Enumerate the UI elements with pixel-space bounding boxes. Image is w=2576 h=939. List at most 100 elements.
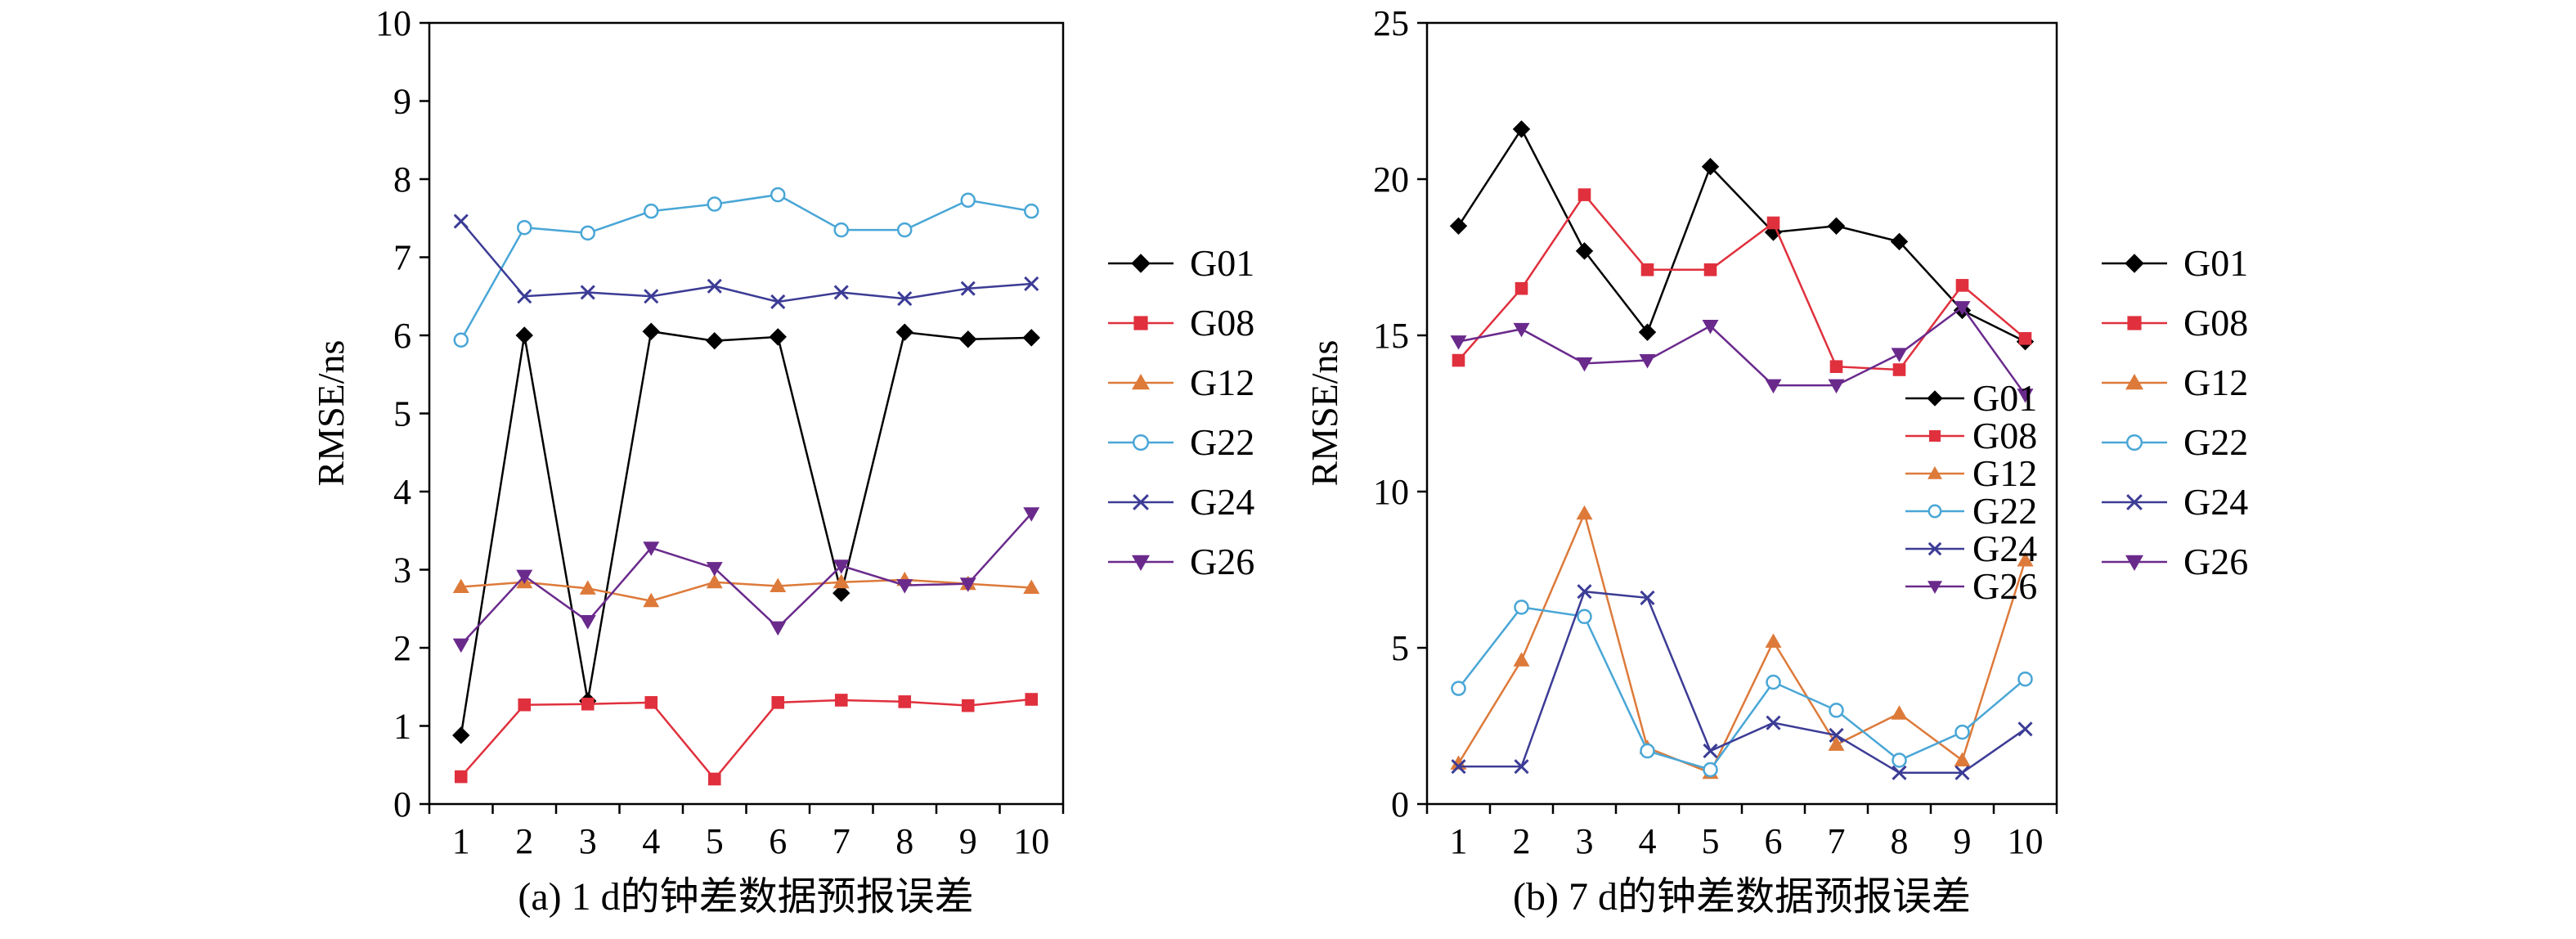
data-point <box>770 577 787 593</box>
data-point <box>1515 281 1528 295</box>
y-tick-label: 4 <box>393 472 411 512</box>
series-line <box>1457 510 2026 775</box>
data-point <box>706 562 723 577</box>
x-tick-label: 2 <box>1513 821 1531 861</box>
data-point <box>644 203 659 219</box>
data-point <box>1514 759 1529 775</box>
x-tick-label: 10 <box>1013 821 1049 861</box>
legend-marker <box>2126 494 2143 510</box>
series-G22 <box>453 186 1039 348</box>
data-point <box>1451 759 1466 775</box>
data-point <box>1639 354 1656 369</box>
data-point <box>1829 360 1843 373</box>
y-tick-label: 5 <box>1391 628 1409 668</box>
data-point <box>834 694 848 707</box>
data-point <box>1703 263 1717 276</box>
legend-label: G26 <box>2183 541 2248 582</box>
series-line <box>1457 193 2026 371</box>
series-line <box>460 330 1032 736</box>
data-point <box>1451 681 1466 696</box>
data-point <box>1954 724 1970 740</box>
data-point <box>1577 188 1591 201</box>
data-point <box>896 579 913 594</box>
series-G01 <box>452 322 1040 744</box>
series-G24 <box>453 213 1039 309</box>
series-G22 <box>1451 600 2033 778</box>
data-point <box>770 186 786 203</box>
data-point <box>960 281 976 296</box>
data-point <box>769 328 787 346</box>
data-point <box>518 698 532 712</box>
data-point <box>960 192 976 209</box>
legend-marker <box>1927 390 1943 407</box>
data-point <box>1703 743 1718 759</box>
data-point <box>1892 753 1907 768</box>
legend-marker <box>1132 555 1150 571</box>
x-tick-label: 8 <box>1891 821 1909 861</box>
data-point <box>832 584 850 602</box>
data-point <box>1828 379 1845 394</box>
legend-marker <box>2125 434 2143 452</box>
series-G24 <box>1451 584 2033 780</box>
data-point <box>1955 279 1969 292</box>
legend-marker <box>2125 374 2143 390</box>
data-point <box>895 323 913 341</box>
data-point <box>1827 217 1846 236</box>
series-line <box>460 578 1032 602</box>
legend-label: G26 <box>1972 565 2037 607</box>
data-point <box>961 699 975 712</box>
data-point <box>642 322 660 340</box>
y-axis-label: RMSE/ns <box>310 340 352 487</box>
legend-label: G12 <box>1972 452 2037 494</box>
legend-label: G22 <box>2183 421 2248 463</box>
x-tick-label: 1 <box>452 821 470 861</box>
data-point <box>452 578 469 594</box>
legend-marker <box>1928 541 1942 556</box>
legend-marker <box>1133 316 1148 330</box>
data-point <box>898 695 912 708</box>
y-axis-label: RMSE/ns <box>1304 340 1345 487</box>
data-point <box>1513 652 1530 667</box>
x-tick-label: 1 <box>1450 821 1468 861</box>
legend-marker <box>2127 316 2142 330</box>
x-tick-label: 4 <box>1639 821 1657 861</box>
y-tick-label: 10 <box>1373 472 1409 512</box>
data-point <box>1702 320 1719 335</box>
legend-label: G12 <box>1190 362 1254 403</box>
x-tick-label: 9 <box>959 821 977 861</box>
data-point <box>833 222 849 238</box>
data-point <box>579 615 596 630</box>
data-point <box>1640 590 1655 605</box>
legend-marker <box>1131 254 1151 273</box>
data-point <box>771 696 785 709</box>
legend-label: G24 <box>2183 481 2248 523</box>
data-point <box>1024 203 1039 219</box>
data-point <box>707 772 721 786</box>
legend-marker <box>1132 374 1150 390</box>
y-tick-label: 6 <box>393 316 411 356</box>
legend-marker <box>2125 254 2144 273</box>
series-G26 <box>1450 301 2034 403</box>
data-point <box>832 559 850 574</box>
data-point <box>1891 705 1908 720</box>
data-point <box>1829 727 1844 744</box>
legend-label: G26 <box>1190 541 1254 582</box>
data-point <box>706 573 723 589</box>
y-tick-label: 0 <box>1391 784 1409 824</box>
legend-label: G24 <box>1190 481 1254 523</box>
data-point <box>1640 263 1654 276</box>
legend-label: G08 <box>2183 302 2248 344</box>
data-point <box>1022 329 1040 347</box>
x-tick-label: 7 <box>832 821 850 861</box>
series-G01 <box>1449 120 2035 351</box>
data-point <box>1954 752 1971 767</box>
legend-label: G22 <box>1972 490 2037 532</box>
legend-label: G08 <box>1190 302 1254 344</box>
legend-marker <box>1928 466 1942 479</box>
legend-label: G08 <box>1972 415 2037 456</box>
x-tick-label: 5 <box>706 821 724 861</box>
data-point <box>581 697 595 711</box>
data-point <box>2017 552 2034 567</box>
data-point <box>706 331 724 350</box>
